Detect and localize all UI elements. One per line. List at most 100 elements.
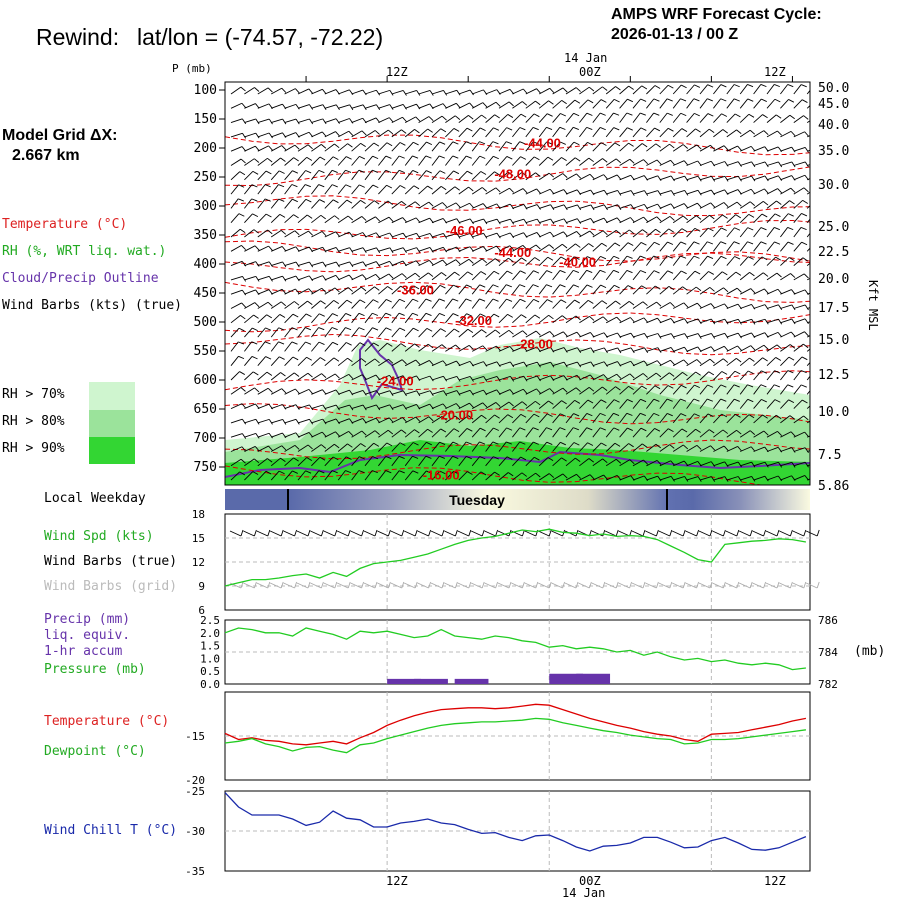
wind-barb-flag bbox=[254, 302, 260, 308]
wind-barb-flag bbox=[359, 299, 366, 304]
wind-barb-flag bbox=[630, 217, 635, 223]
rewind-label[interactable]: Rewind: bbox=[36, 24, 120, 50]
wind-barb-flag bbox=[628, 443, 634, 448]
wind-barb bbox=[364, 169, 373, 181]
wind-barb bbox=[592, 474, 604, 481]
wind-barb-flag bbox=[576, 331, 582, 338]
wind-barb-flag bbox=[694, 227, 701, 232]
wind-barb bbox=[284, 288, 296, 295]
wind-barb bbox=[270, 445, 282, 452]
wind-barb bbox=[766, 114, 777, 123]
wind-barb bbox=[632, 373, 644, 381]
wind-barb bbox=[364, 216, 376, 224]
wind-barb bbox=[337, 456, 347, 467]
wind-barb-flag bbox=[428, 416, 434, 422]
wind-barb-flag bbox=[239, 171, 246, 176]
wind-barb-flag bbox=[748, 256, 754, 260]
wind-barb bbox=[431, 246, 444, 252]
wind-barb-grid bbox=[658, 582, 670, 589]
wind-barb bbox=[806, 390, 810, 395]
wind-barb bbox=[672, 128, 683, 138]
wind-barb bbox=[351, 358, 362, 367]
wind-barb-flag bbox=[373, 200, 380, 205]
wind-barb bbox=[311, 389, 323, 395]
wind-barb-flag bbox=[428, 201, 434, 207]
wind-barb bbox=[806, 361, 810, 366]
wind-barb-true-flag bbox=[749, 529, 753, 537]
wind-barb bbox=[699, 214, 710, 224]
wind-barb-flag bbox=[536, 218, 541, 225]
wind-barb-flag bbox=[640, 127, 647, 131]
wind-barb bbox=[351, 443, 361, 452]
wind-barb bbox=[431, 470, 441, 481]
wind-barb bbox=[579, 332, 591, 338]
wind-barb-flag bbox=[561, 157, 567, 162]
wind-barb-flag bbox=[332, 156, 339, 160]
wind-barb bbox=[445, 298, 453, 309]
wind-barb bbox=[619, 174, 631, 181]
wind-barb bbox=[538, 400, 549, 409]
wind-barb-flag bbox=[804, 447, 809, 453]
wind-barb-flag bbox=[657, 347, 662, 353]
wind-barb bbox=[485, 456, 494, 467]
wind-barb bbox=[391, 375, 404, 381]
wind-barb bbox=[552, 457, 562, 467]
wind-barb-flag bbox=[546, 441, 553, 445]
wind-barb-flag bbox=[721, 413, 728, 418]
wind-barb bbox=[525, 204, 538, 209]
wind-barb bbox=[498, 456, 508, 467]
wind-barb bbox=[739, 288, 751, 295]
wind-barb-flag bbox=[414, 429, 420, 434]
wind-barb-true-flag bbox=[374, 529, 378, 537]
wind-barb-flag bbox=[764, 188, 769, 194]
wind-barb bbox=[686, 128, 696, 138]
wind-barb bbox=[793, 146, 806, 152]
wind-barb bbox=[565, 361, 578, 367]
wind-barb bbox=[391, 155, 400, 166]
wind-barb bbox=[364, 358, 376, 367]
wind-barb-flag bbox=[546, 413, 553, 417]
wind-barb-flag bbox=[613, 127, 620, 131]
wind-barb bbox=[780, 475, 792, 481]
wind-barb bbox=[672, 398, 681, 409]
wind-barb-true bbox=[806, 530, 818, 537]
wind-barb-flag bbox=[576, 474, 582, 479]
wind-barb-flag bbox=[347, 215, 354, 221]
wind-barb bbox=[780, 344, 791, 352]
wind-barb-flag bbox=[333, 357, 340, 362]
wind-barb bbox=[525, 330, 537, 338]
wind-barb-flag bbox=[603, 174, 608, 180]
wind-barb-flag bbox=[722, 429, 728, 434]
wind-barb bbox=[753, 241, 762, 252]
wind-barb bbox=[270, 145, 282, 152]
wind-barb-true bbox=[323, 530, 335, 537]
wind-barb bbox=[686, 202, 698, 209]
wind-barb-flag bbox=[720, 384, 727, 388]
wind-barb bbox=[445, 218, 457, 224]
wind-barb-flag bbox=[398, 312, 405, 316]
wind-barb bbox=[458, 271, 468, 281]
wind-barb-flag bbox=[279, 314, 286, 318]
wind-barb bbox=[699, 98, 708, 109]
wind-barb bbox=[780, 431, 792, 438]
wind-barb bbox=[324, 300, 334, 309]
wind-barb bbox=[244, 302, 256, 309]
wind-barb bbox=[538, 299, 548, 309]
wind-barb-flag bbox=[332, 313, 339, 317]
wind-barb bbox=[405, 103, 417, 109]
wind-barb bbox=[659, 372, 670, 381]
wind-barb-flag bbox=[708, 271, 714, 275]
wind-barb bbox=[244, 261, 256, 267]
wind-barb bbox=[659, 428, 669, 438]
wind-barb bbox=[632, 317, 645, 324]
wind-barb bbox=[378, 312, 386, 324]
wind-barb bbox=[378, 200, 389, 209]
cloud-outline-upper bbox=[359, 338, 404, 401]
wind-barb bbox=[391, 129, 402, 138]
wind-barb-flag bbox=[294, 144, 300, 150]
wind-barb bbox=[364, 286, 375, 295]
wind-barb bbox=[726, 370, 736, 381]
wind-barb bbox=[244, 229, 255, 238]
wind-barb bbox=[244, 198, 253, 209]
wind-barb-flag bbox=[613, 412, 620, 416]
